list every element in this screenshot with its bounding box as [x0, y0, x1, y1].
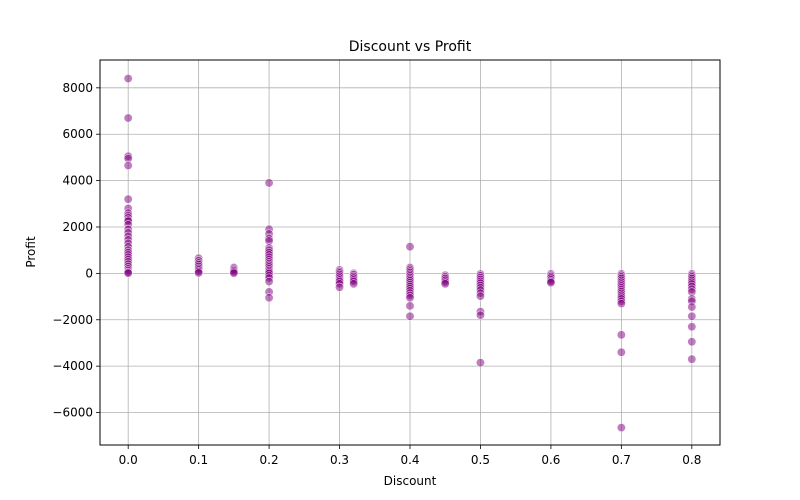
data-point [123, 268, 133, 278]
chart-title: Discount vs Profit [349, 39, 472, 55]
data-point [546, 278, 556, 288]
data-point [616, 330, 626, 340]
data-point [349, 279, 359, 289]
y-tick-label: 2000 [62, 220, 93, 234]
data-point [264, 276, 274, 286]
data-point [687, 322, 697, 332]
x-tick-label: 0.0 [119, 453, 138, 467]
x-axis-title: Discount [384, 474, 437, 488]
y-axis-ticks: −6000 −4000 −2000 0 2000 4000 6000 8000 [52, 81, 100, 420]
data-point [229, 268, 239, 278]
data-point [475, 310, 485, 320]
data-point [405, 242, 415, 252]
data-point [264, 178, 274, 188]
x-tick-label: 0.8 [682, 453, 701, 467]
data-point [123, 161, 133, 171]
x-tick-label: 0.6 [541, 453, 560, 467]
data-points [123, 74, 697, 433]
y-tick-label: 8000 [62, 81, 93, 95]
data-point [440, 279, 450, 289]
x-tick-label: 0.3 [330, 453, 349, 467]
y-tick-label: −4000 [52, 359, 93, 373]
y-tick-label: −6000 [52, 406, 93, 420]
data-point [405, 301, 415, 311]
data-point [616, 299, 626, 309]
data-point [405, 293, 415, 303]
data-point [405, 311, 415, 321]
x-axis-ticks: 0.0 0.1 0.2 0.3 0.4 0.5 0.6 0.7 0.8 [119, 445, 701, 467]
data-point [475, 291, 485, 301]
y-tick-label: 6000 [62, 127, 93, 141]
y-tick-label: 0 [85, 266, 93, 280]
data-point [616, 423, 626, 433]
data-point [123, 194, 133, 204]
y-axis-title: Profit [24, 236, 38, 268]
data-point [687, 311, 697, 321]
x-tick-label: 0.1 [189, 453, 208, 467]
x-tick-label: 0.7 [612, 453, 631, 467]
x-tick-label: 0.4 [400, 453, 419, 467]
x-tick-label: 0.2 [260, 453, 279, 467]
y-tick-label: 4000 [62, 174, 93, 188]
y-tick-label: −2000 [52, 313, 93, 327]
x-tick-label: 0.5 [471, 453, 490, 467]
data-point [335, 282, 345, 292]
data-point [616, 347, 626, 357]
data-point [687, 337, 697, 347]
data-point [687, 354, 697, 364]
data-point [687, 302, 697, 312]
data-point [264, 293, 274, 303]
data-point [123, 74, 133, 84]
data-point [194, 268, 204, 278]
data-point [475, 358, 485, 368]
data-point [123, 113, 133, 123]
